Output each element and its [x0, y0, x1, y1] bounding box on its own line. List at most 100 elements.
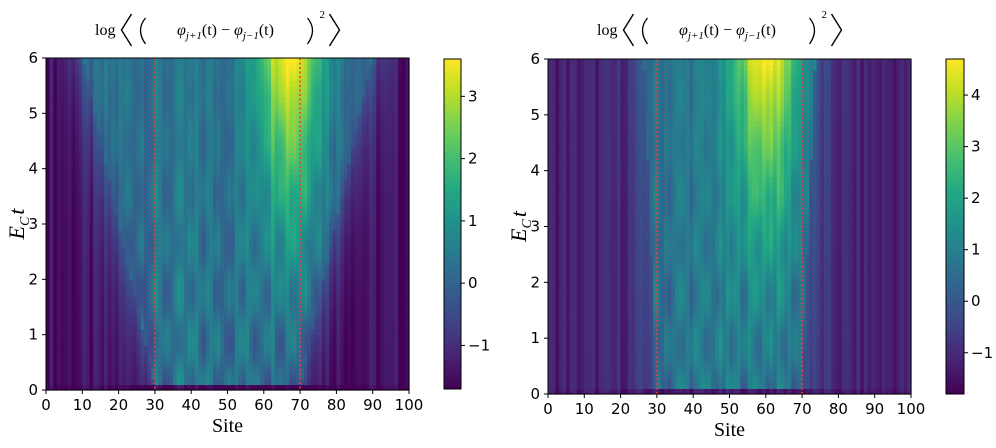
heatmap-cell — [67, 356, 73, 363]
heatmap-cell — [325, 246, 330, 253]
heatmap-cell — [242, 301, 247, 308]
heatmap-cell — [85, 378, 91, 386]
heatmap-cell — [85, 318, 91, 325]
heatmap-cell — [144, 246, 149, 253]
heatmap-cell — [100, 301, 105, 308]
heatmap-cell — [64, 312, 69, 319]
heatmap-cell — [191, 251, 196, 258]
heatmap-cell — [111, 235, 116, 242]
heatmap-cell — [125, 295, 131, 303]
heatmap-cell — [151, 118, 156, 125]
heatmap-cell — [111, 301, 116, 308]
heatmap-cell — [176, 318, 181, 325]
heatmap-cell — [140, 157, 145, 164]
heatmap-cell — [165, 229, 171, 236]
heatmap-cell — [129, 146, 134, 153]
heatmap-cell — [227, 290, 232, 297]
heatmap-cell — [220, 185, 225, 192]
heatmap-cell — [205, 118, 210, 125]
heatmap-cell — [227, 340, 232, 347]
heatmap-cell — [180, 340, 185, 347]
heatmap-cell — [107, 340, 112, 347]
heatmap-cell — [329, 80, 334, 87]
heatmap-cell — [245, 96, 250, 103]
heatmap-cell — [260, 190, 265, 197]
heatmap-cell — [53, 212, 58, 220]
heatmap-cell — [260, 268, 265, 275]
heatmap-cell — [122, 218, 127, 225]
heatmap-cell — [46, 273, 51, 280]
heatmap-cell — [343, 284, 348, 291]
heatmap-cell — [231, 378, 236, 386]
heatmap-cell — [144, 152, 149, 159]
heatmap-cell — [89, 362, 94, 369]
heatmap-cell — [252, 91, 258, 98]
heatmap-cell — [314, 279, 319, 286]
heatmap-cell — [118, 91, 123, 98]
heatmap-cell — [56, 301, 62, 308]
heatmap-cell — [310, 229, 316, 236]
heatmap-cell — [329, 246, 334, 253]
heatmap-cell — [336, 63, 341, 70]
heatmap-cell — [340, 124, 345, 131]
heatmap-cell — [176, 307, 181, 314]
heatmap-cell — [318, 340, 323, 347]
heatmap-cell — [198, 268, 203, 275]
heatmap-cell — [314, 80, 319, 87]
heatmap-cell — [343, 179, 348, 186]
heatmap-cell — [194, 58, 200, 65]
heatmap-cell — [122, 367, 127, 374]
heatmap-cell — [216, 201, 221, 208]
heatmap-cell — [162, 268, 167, 275]
heatmap-cell — [249, 124, 254, 131]
heatmap-cell — [111, 240, 116, 247]
heatmap-cell — [209, 224, 214, 231]
heatmap-cell — [220, 91, 225, 98]
heatmap-cell — [343, 141, 348, 148]
heatmap-cell — [162, 345, 167, 352]
heatmap-cell — [300, 367, 305, 374]
heatmap-cell — [151, 141, 156, 148]
heatmap-cell — [292, 174, 298, 181]
heatmap-cell — [231, 63, 236, 70]
heatmap-cell — [314, 240, 319, 247]
heatmap-cell — [300, 384, 305, 391]
heatmap-cell — [300, 224, 305, 231]
heatmap-cell — [307, 96, 312, 103]
heatmap-cell — [114, 312, 120, 319]
heatmap-cell — [238, 179, 243, 186]
heatmap-cell — [209, 113, 214, 120]
heatmap-cell — [118, 367, 123, 374]
heatmap-cell — [78, 290, 83, 297]
heatmap-cell — [75, 80, 80, 87]
heatmap-cell — [104, 118, 109, 125]
heatmap-cell — [104, 246, 109, 253]
heatmap-cell — [336, 257, 341, 264]
heatmap-cell — [162, 362, 167, 369]
heatmap-cell — [202, 218, 207, 225]
heatmap-cell — [100, 351, 105, 358]
heatmap-cell — [278, 174, 283, 181]
heatmap-cell — [303, 107, 308, 114]
heatmap-cell — [89, 63, 94, 70]
heatmap-cell — [118, 235, 123, 242]
heatmap-cell — [234, 58, 239, 65]
heatmap-cell — [114, 102, 120, 109]
heatmap-cell — [176, 295, 181, 303]
heatmap-cell — [67, 301, 73, 308]
heatmap-cell — [162, 224, 167, 231]
heatmap-cell — [64, 129, 69, 137]
heatmap-cell — [267, 124, 272, 131]
heatmap-cell — [249, 102, 254, 109]
heatmap-cell — [191, 58, 196, 65]
heatmap-cell — [140, 295, 145, 303]
heatmap-cell — [274, 85, 279, 92]
heatmap-cell — [256, 124, 261, 131]
heatmap-cell — [64, 290, 69, 297]
heatmap-cell — [263, 218, 269, 225]
heatmap-cell — [271, 318, 276, 325]
heatmap-cell — [332, 179, 337, 186]
heatmap-cell — [151, 251, 156, 258]
heatmap-cell — [136, 290, 141, 297]
heatmap-cell — [46, 323, 51, 330]
